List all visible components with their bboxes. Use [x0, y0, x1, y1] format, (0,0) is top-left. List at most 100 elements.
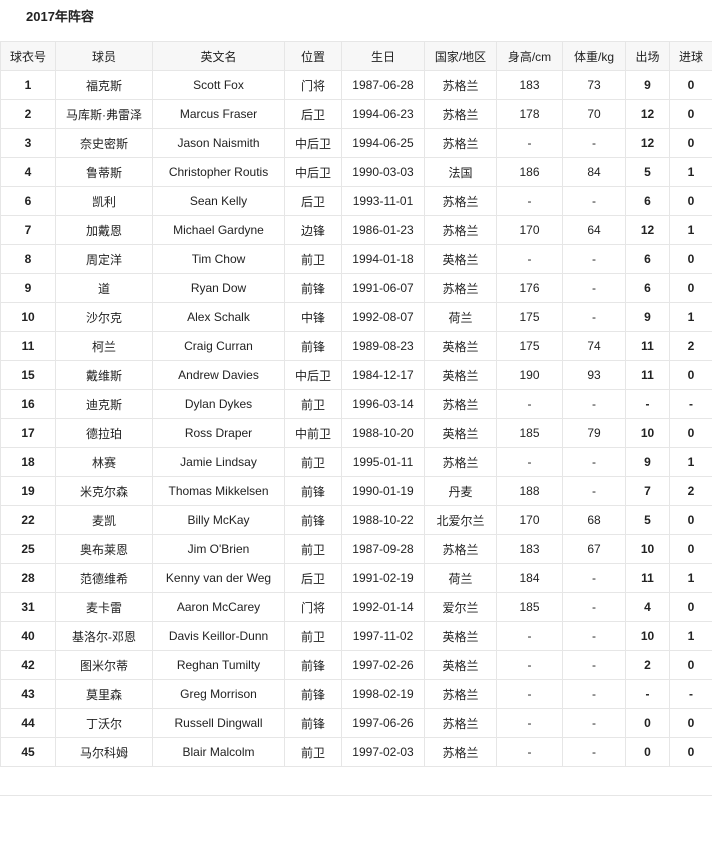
cell-goals: 0 [669, 244, 712, 274]
cell-position: 前锋 [284, 708, 342, 738]
cell-appearances: 10 [625, 418, 670, 448]
header-height: 身高/cm [496, 41, 563, 71]
cell-country: 英格兰 [424, 621, 497, 651]
cell-english-name: Marcus Fraser [152, 99, 285, 129]
table-row: 44 丁沃尔 Russell Dingwall 前锋 1997-06-26 苏格兰 - -0 0 [0, 708, 712, 738]
cell-goals: 1 [669, 215, 712, 245]
cell-english-name: Russell Dingwall [152, 708, 285, 738]
cell-number: 16 [0, 389, 56, 419]
cell-weight: 64 [562, 215, 626, 245]
cell-number: 44 [0, 708, 56, 738]
cell-player: 马尔科姆 [55, 737, 153, 767]
cell-country: 荷兰 [424, 563, 497, 593]
header-english-name: 英文名 [152, 41, 285, 71]
cell-height: 183 [496, 70, 563, 100]
squad-table: 球衣号 球员 英文名 位置 生日 国家/地区 身高/cm 体重/kg 出场 进球 1 福克斯 Scot… [0, 41, 712, 767]
cell-english-name: Dylan Dykes [152, 389, 285, 419]
table-row: 15 戴维斯 Andrew Davies 中后卫 1984-12-17 英格兰 190 93 1… [0, 360, 712, 390]
cell-birthday: 1987-09-28 [341, 534, 425, 564]
cell-country: 苏格兰 [424, 679, 497, 709]
cell-english-name: Davis Keillor-Dunn [152, 621, 285, 651]
cell-position: 前锋 [284, 679, 342, 709]
cell-goals: 2 [669, 331, 712, 361]
cell-height: - [496, 244, 563, 274]
cell-weight: 67 [562, 534, 626, 564]
cell-weight: - [562, 128, 626, 158]
cell-appearances: 4 [625, 592, 670, 622]
cell-country: 英格兰 [424, 418, 497, 448]
cell-player: 马库斯·弗雷泽 [55, 99, 153, 129]
cell-height: 183 [496, 534, 563, 564]
cell-appearances: 11 [625, 360, 670, 390]
cell-number: 15 [0, 360, 56, 390]
cell-height: 176 [496, 273, 563, 303]
cell-country: 英格兰 [424, 331, 497, 361]
cell-appearances: - [625, 389, 670, 419]
cell-height: 188 [496, 476, 563, 506]
cell-player: 范德维希 [55, 563, 153, 593]
cell-appearances: 9 [625, 70, 670, 100]
cell-appearances: 6 [625, 273, 670, 303]
cell-birthday: 1988-10-22 [341, 505, 425, 535]
cell-english-name: Blair Malcolm [152, 737, 285, 767]
cell-position: 前锋 [284, 476, 342, 506]
cell-goals: 0 [669, 360, 712, 390]
cell-birthday: 1987-06-28 [341, 70, 425, 100]
table-row: 2 马库斯·弗雷泽 Marcus Fraser 后卫 1994-06-23 苏格兰 178 7… [0, 99, 712, 129]
cell-player: 鲁蒂斯 [55, 157, 153, 187]
cell-number: 1 [0, 70, 56, 100]
cell-birthday: 1994-01-18 [341, 244, 425, 274]
cell-height: 185 [496, 418, 563, 448]
table-row: 42 图米尔蒂 Reghan Tumilty 前锋 1997-02-26 英格兰 - -2 0 [0, 650, 712, 680]
cell-goals: 0 [669, 650, 712, 680]
cell-weight: - [562, 389, 626, 419]
cell-position: 前锋 [284, 331, 342, 361]
cell-country: 苏格兰 [424, 186, 497, 216]
header-appearances: 出场 [625, 41, 670, 71]
cell-goals: 0 [669, 99, 712, 129]
cell-height: 170 [496, 215, 563, 245]
cell-position: 门将 [284, 70, 342, 100]
cell-height: - [496, 186, 563, 216]
cell-number: 19 [0, 476, 56, 506]
header-weight: 体重/kg [562, 41, 626, 71]
cell-country: 丹麦 [424, 476, 497, 506]
cell-height: 185 [496, 592, 563, 622]
cell-appearances: 10 [625, 621, 670, 651]
cell-goals: 0 [669, 418, 712, 448]
cell-country: 英格兰 [424, 244, 497, 274]
header-position: 位置 [284, 41, 342, 71]
cell-appearances: 2 [625, 650, 670, 680]
cell-birthday: 1988-10-20 [341, 418, 425, 448]
cell-english-name: Greg Morrison [152, 679, 285, 709]
cell-player: 沙尔克 [55, 302, 153, 332]
cell-position: 中后卫 [284, 157, 342, 187]
cell-number: 43 [0, 679, 56, 709]
cell-height: 175 [496, 302, 563, 332]
cell-birthday: 1990-03-03 [341, 157, 425, 187]
cell-position: 中后卫 [284, 360, 342, 390]
cell-weight: - [562, 447, 626, 477]
cell-weight: - [562, 302, 626, 332]
cell-player: 福克斯 [55, 70, 153, 100]
table-header-row: 球衣号 球员 英文名 位置 生日 国家/地区 身高/cm 体重/kg 出场 进球 [0, 41, 712, 71]
cell-number: 7 [0, 215, 56, 245]
table-row: 3 奈史密斯 Jason Naismith 中后卫 1994-06-25 苏格兰 - -12 0 [0, 128, 712, 158]
cell-player: 莫里森 [55, 679, 153, 709]
cell-birthday: 1984-12-17 [341, 360, 425, 390]
cell-birthday: 1996-03-14 [341, 389, 425, 419]
cell-english-name: Ryan Dow [152, 273, 285, 303]
cell-goals: 1 [669, 563, 712, 593]
cell-position: 前卫 [284, 737, 342, 767]
cell-weight: 93 [562, 360, 626, 390]
cell-appearances: 0 [625, 708, 670, 738]
table-row: 8 周定洋 Tim Chow 前卫 1994-01-18 英格兰 - -6 0 [0, 244, 712, 274]
cell-appearances: - [625, 679, 670, 709]
cell-number: 25 [0, 534, 56, 564]
cell-player: 柯兰 [55, 331, 153, 361]
cell-goals: 1 [669, 621, 712, 651]
cell-country: 苏格兰 [424, 737, 497, 767]
table-row: 6 凯利 Sean Kelly 后卫 1993-11-01 苏格兰 - -6 0 [0, 186, 712, 216]
cell-number: 17 [0, 418, 56, 448]
cell-position: 后卫 [284, 186, 342, 216]
